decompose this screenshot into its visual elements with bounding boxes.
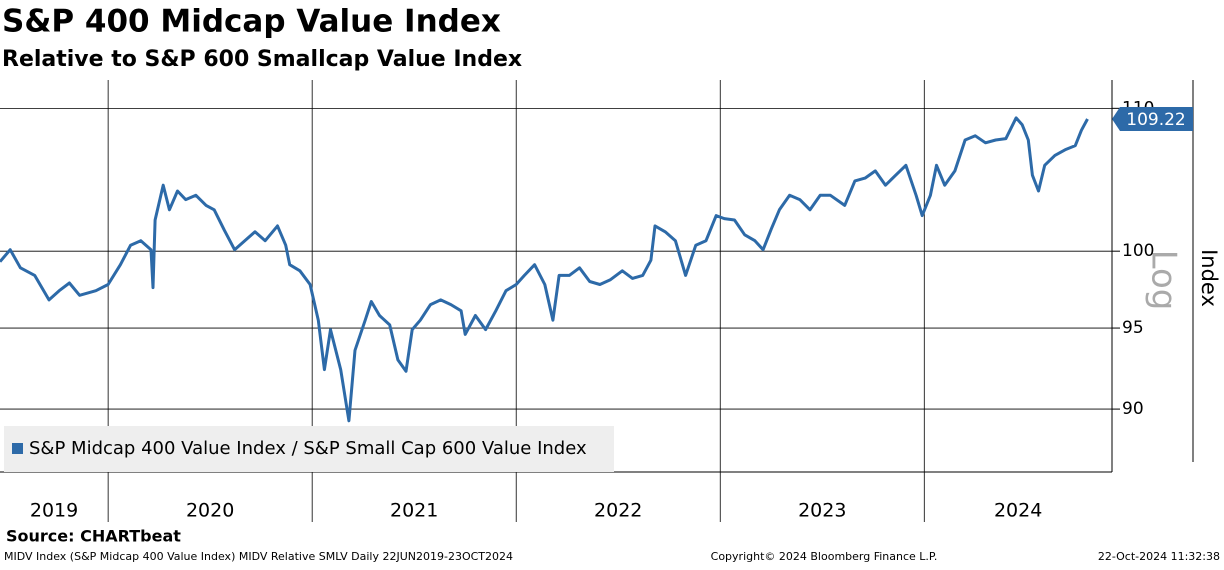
x-tick-label: 2022	[594, 500, 642, 522]
x-tick-label: 2024	[994, 500, 1042, 522]
last-value-label: 109.22	[1126, 110, 1185, 130]
footer-right: 22-Oct-2024 11:32:38	[1098, 550, 1220, 563]
scale-note: Log	[1144, 250, 1184, 311]
footer-left: MIDV Index (S&P Midcap 400 Value Index) …	[4, 550, 513, 563]
series-line	[0, 116, 1089, 423]
x-tick-label: 2019	[30, 500, 78, 522]
last-value-flag	[1112, 107, 1193, 132]
chart-subtitle: Relative to S&P 600 Smallcap Value Index	[2, 47, 522, 72]
x-tick-label: 2023	[798, 500, 846, 522]
y-tick-label: 95	[1122, 318, 1144, 338]
legend-swatch	[12, 443, 23, 454]
chart-title: S&P 400 Midcap Value Index	[2, 4, 501, 40]
y-axis-label: Index	[1197, 249, 1221, 307]
footer-center: Copyright© 2024 Bloomberg Finance L.P.	[711, 550, 938, 563]
source: Source: CHARTbeat	[6, 527, 181, 546]
x-tick-label: 2020	[186, 500, 234, 522]
y-tick-label: 100	[1122, 241, 1154, 261]
legend-label: S&P Midcap 400 Value Index / S&P Small C…	[29, 438, 587, 459]
y-tick-label: 90	[1122, 399, 1144, 419]
x-tick-label: 2021	[390, 500, 438, 522]
legend-box	[4, 426, 614, 472]
